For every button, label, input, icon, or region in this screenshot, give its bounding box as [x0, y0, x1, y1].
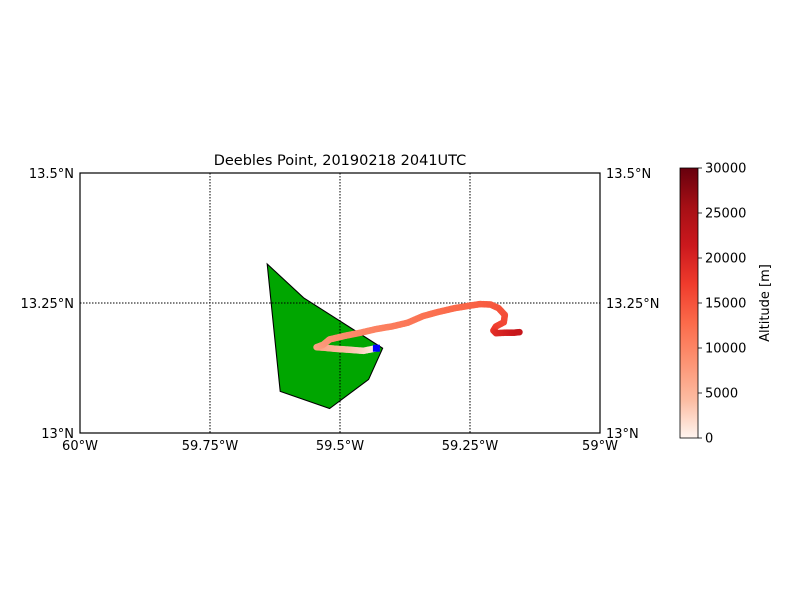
island-landmass [266, 262, 384, 410]
lat-tick-label-left: 13.25°N [21, 297, 74, 312]
colorbar-tick-label: 30000 [705, 162, 746, 177]
lon-tick-label: 60°W [62, 439, 98, 454]
lon-tick-label: 59°W [582, 439, 618, 454]
map-tick-labels: 60°W 59.75°W 59.5°W 59.25°W 59°W13°N 13°N13.2… [21, 167, 660, 454]
map-title: Deebles Point, 20190218 2041UTC [214, 153, 467, 169]
lon-tick-label: 59.5°W [316, 439, 364, 454]
lon-tick-label: 59.75°W [182, 439, 239, 454]
lat-tick-label-right: 13.5°N [606, 167, 651, 182]
colorbar-tick-label: 20000 [705, 252, 746, 267]
lat-tick-label-left: 13.5°N [29, 167, 74, 182]
lat-tick-label-right: 13.25°N [606, 297, 659, 312]
colorbar-tick-label: 0 [705, 432, 713, 447]
colorbar-tick-label: 25000 [705, 207, 746, 222]
altitude-colorbar: 0 5000 10000 15000 20000 25000 30000 Altitude … [679, 162, 773, 447]
launch-site-marker [372, 344, 380, 352]
colorbar-tick-label: 5000 [705, 387, 738, 402]
map-frame [79, 172, 601, 434]
colorbar-gradient [679, 167, 699, 439]
lon-tick-label: 59.25°W [442, 439, 499, 454]
colorbar-ticks: 0 5000 10000 15000 20000 25000 30000 [698, 162, 746, 447]
colorbar-label: Altitude [m] [758, 264, 773, 342]
colorbar-tick-label: 15000 [705, 297, 746, 312]
colorbar-tick-label: 10000 [705, 342, 746, 357]
track-point [516, 328, 523, 336]
map-area [79, 172, 601, 434]
lat-tick-label-right: 13°N [606, 427, 639, 442]
lat-tick-label-left: 13°N [41, 427, 74, 442]
